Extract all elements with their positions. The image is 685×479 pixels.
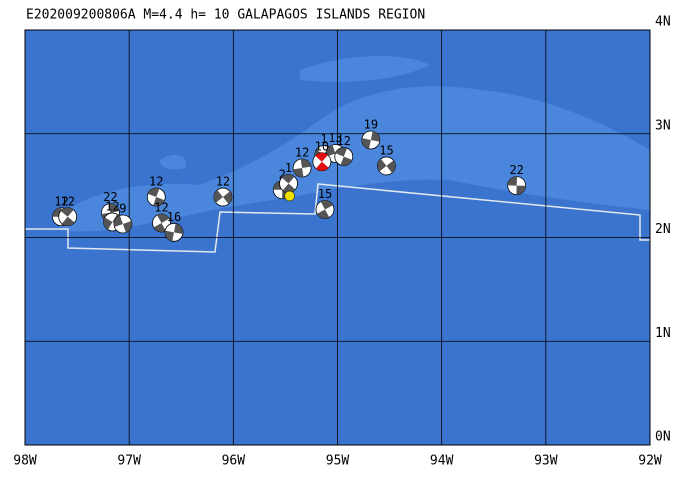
beachball-quadrant <box>507 176 517 186</box>
depth-label: 15 <box>379 143 393 157</box>
beachball-quadrant <box>293 167 304 177</box>
depth-label: 12 <box>295 145 309 159</box>
y-tick-label: 4N <box>655 15 671 30</box>
y-tick-label: 1N <box>655 326 671 341</box>
beachball-quadrant <box>377 158 387 172</box>
beachball <box>113 214 133 234</box>
beachball <box>361 130 381 150</box>
beachball-quadrant <box>516 185 526 195</box>
depth-label: 12 <box>60 194 74 208</box>
beachball <box>164 222 184 242</box>
depth-label: 2 <box>279 167 286 181</box>
beachball <box>334 147 354 166</box>
beachball-quadrant <box>61 216 75 226</box>
depth-label: 12 <box>337 134 351 148</box>
beachball <box>292 158 312 178</box>
beachball <box>315 200 335 219</box>
beachball-quadrant <box>335 147 348 157</box>
x-tick-label: 94W <box>430 454 454 469</box>
beachball <box>312 152 332 172</box>
beachball-quadrant <box>361 138 371 149</box>
depth-label: 22 <box>103 190 117 204</box>
x-tick-label: 98W <box>13 454 37 469</box>
depth-label: 19 <box>364 117 378 131</box>
beachball-quadrant <box>340 156 353 166</box>
y-tick-label: 2N <box>655 222 671 237</box>
shallow-bathymetry <box>60 55 650 232</box>
beachball-quadrant <box>164 230 174 242</box>
depth-label: 9 <box>119 202 126 216</box>
plate-boundary <box>25 183 650 253</box>
depth-label: 15 <box>318 187 332 201</box>
beachball-quadrant <box>173 223 183 234</box>
x-tick-label: 96W <box>222 454 246 469</box>
beachball <box>279 174 298 193</box>
beachball-quadrant <box>147 188 160 198</box>
beachball-quadrant <box>282 183 296 193</box>
x-tick-label: 92W <box>638 454 662 469</box>
beachball-quadrant <box>157 213 170 223</box>
beachball-quadrant <box>222 191 232 205</box>
beachball <box>377 156 396 176</box>
map-frame <box>24 29 651 446</box>
beachball-quadrant <box>300 158 311 168</box>
x-tick-label: 97W <box>117 454 141 469</box>
beachball-quadrant <box>108 203 120 213</box>
beachball-quadrant <box>113 215 123 228</box>
depth-label: 1 <box>285 161 292 175</box>
x-tick-label: 95W <box>326 454 350 469</box>
depth-label: 13 <box>328 131 342 145</box>
beachball-quadrant <box>315 152 328 162</box>
beachball-quadrant <box>103 217 113 230</box>
beachball-quadrant <box>281 174 295 184</box>
beachball-quadrant <box>386 160 396 173</box>
beachball-quadrant <box>153 197 165 207</box>
y-tick-label: 3N <box>655 118 671 133</box>
beachball <box>58 207 78 227</box>
beachball <box>213 187 233 207</box>
beachball-quadrant <box>153 222 166 232</box>
beachball-quadrant <box>122 220 132 233</box>
beachball-quadrant <box>315 161 329 171</box>
beachball-quadrant <box>213 190 223 203</box>
y-tick-label: 0N <box>655 430 671 445</box>
event-marker <box>284 190 295 202</box>
depth-label: 10 <box>315 139 329 153</box>
depth-label: 12 <box>54 194 68 208</box>
beachball-quadrant <box>320 200 333 210</box>
map-title: E202009200806A M=4.4 h= 10 GALAPAGOS ISL… <box>26 8 425 23</box>
x-tick-label: 93W <box>534 454 558 469</box>
depth-label: 1 <box>320 132 327 146</box>
beachball <box>146 187 166 207</box>
depth-label: 12 <box>149 175 163 189</box>
depth-label: 22 <box>509 163 523 177</box>
beachball-quadrant <box>317 209 330 219</box>
depth-label: 16 <box>167 210 181 224</box>
beachball <box>507 176 527 196</box>
beachball-quadrant <box>60 207 74 217</box>
beachball-quadrant <box>370 131 380 142</box>
depth-label: 12 <box>105 199 119 213</box>
beachball-quadrant <box>326 144 336 157</box>
depth-label: 12 <box>154 200 168 214</box>
depth-label: 12 <box>216 175 230 189</box>
